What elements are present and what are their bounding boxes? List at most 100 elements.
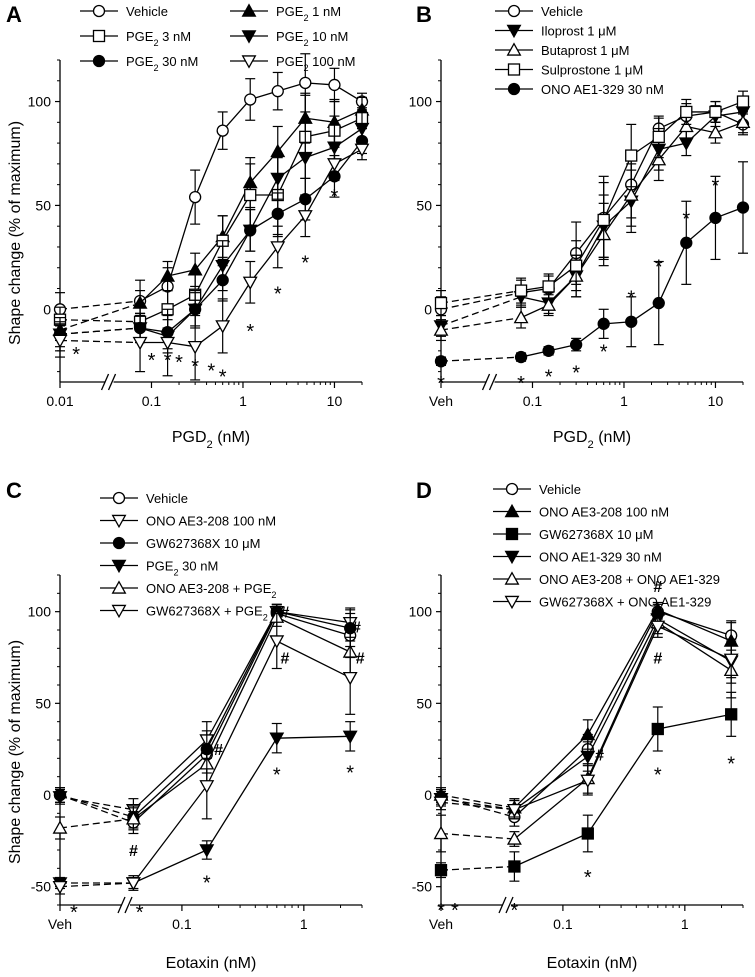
series-0: [53, 605, 357, 835]
significance-hash: #: [214, 742, 223, 759]
panel-A: A 0 50 100 0.01 0.1 1 10 Shape change (% of maxi…: [6, 2, 370, 451]
data-point: [581, 827, 594, 840]
significance-star: *: [451, 900, 459, 922]
data-point: [736, 201, 750, 214]
legend-marker: [241, 3, 257, 17]
axis-break-mark: [100, 373, 110, 391]
data-point: [625, 149, 638, 162]
series-line-break: [59, 327, 141, 335]
y-tick-label: 50: [416, 197, 432, 213]
significance-hash: #: [129, 843, 138, 860]
y-tick-label: 50: [416, 695, 432, 711]
legend-label: ONO AE3-208 + ONO AE1-329: [539, 572, 720, 587]
x-tick-label: 0.1: [553, 916, 573, 932]
series-5: [52, 612, 358, 895]
significance-hash: #: [653, 579, 662, 596]
series-line: [514, 618, 732, 811]
data-point: [187, 340, 203, 355]
legend-label: PGE2 1 nM: [276, 4, 341, 23]
data-point: [354, 143, 370, 157]
significance-hash: #: [653, 651, 662, 668]
significance-hash: #: [352, 619, 361, 636]
data-point: [680, 105, 693, 119]
y-axis-label: Shape change (% of maximum): [7, 121, 24, 345]
significance-star: *: [148, 350, 156, 372]
x-tick-label: Veh: [429, 393, 453, 409]
significance-star: *: [600, 342, 608, 364]
x-tick-label: 0.1: [172, 916, 192, 932]
panel-letter-B: B: [416, 2, 432, 27]
legend-marker: [506, 42, 522, 56]
x-tick-label: 10: [327, 393, 343, 409]
significance-star: *: [712, 175, 720, 197]
series-line: [520, 111, 744, 304]
data-point: [542, 280, 555, 293]
significance-star: *: [164, 350, 172, 372]
series-2: [433, 111, 751, 342]
data-point: [434, 864, 448, 877]
legend: Vehicle ONO AE3-208 100 nM GW627368X 10 μM…: [493, 482, 720, 610]
x-axis-label: PGD2 (nM): [553, 429, 631, 451]
significance-star: *: [346, 763, 354, 785]
data-point: [680, 236, 693, 249]
legend-marker: [111, 580, 127, 594]
significance-star: *: [511, 900, 519, 922]
data-point: [651, 152, 667, 166]
significance-star: *: [246, 321, 254, 343]
legend: Vehicle ONO AE3-208 100 nM GW627368X 10 μM…: [100, 491, 276, 623]
legend-label: ONO AE1-329 30 nM: [541, 82, 664, 97]
data-point: [434, 355, 448, 368]
legend-label: PGE2 100 nM: [276, 54, 356, 73]
axis-break-mark: [481, 373, 491, 391]
axis-break-mark: [117, 896, 126, 914]
series-line: [132, 612, 351, 823]
series-line: [133, 735, 351, 884]
legend-label: PGE2 30 nM: [146, 559, 218, 578]
data-point: [244, 188, 257, 202]
legend-marker: [111, 559, 127, 574]
x-tick-label: 1: [681, 916, 689, 932]
data-point: [513, 309, 529, 324]
legend-label: GW627368X + PGE2: [146, 604, 268, 623]
x-tick-label: 0.1: [523, 393, 543, 409]
data-point: [434, 296, 448, 310]
series-line-break: [440, 316, 522, 331]
legend: Vehicle Iloprost 1 μM Butaprost 1 μM Sulpro…: [495, 4, 664, 97]
significance-star: *: [655, 257, 663, 279]
series-line-break: [59, 300, 141, 310]
data-point: [160, 336, 176, 351]
legend-marker: [112, 536, 126, 550]
data-point: [508, 860, 521, 873]
y-tick-label: 0: [424, 787, 432, 803]
legend-marker: [507, 82, 521, 96]
legend-label: Vehicle: [539, 482, 581, 497]
significance-star: *: [682, 209, 690, 231]
legend-marker: [504, 503, 520, 518]
series-line-break: [440, 296, 522, 327]
significance-star: *: [70, 902, 78, 924]
significance-hash: #: [595, 748, 604, 765]
data-point: [297, 210, 313, 224]
significance-star: *: [274, 284, 282, 306]
significance-star: *: [727, 753, 735, 775]
panel-letter-C: C: [6, 478, 22, 503]
data-point: [708, 125, 723, 139]
significance-star: *: [207, 360, 215, 382]
data-point: [506, 831, 522, 845]
data-point: [541, 297, 557, 311]
series-line: [513, 609, 732, 809]
series-line-break: [440, 292, 522, 310]
significance-star: *: [136, 902, 144, 924]
series-line-break: [59, 818, 134, 829]
data-point: [242, 276, 258, 290]
data-point: [52, 334, 68, 349]
series-line-break: [440, 801, 515, 811]
x-axis-label: Eotaxin (nM): [166, 955, 257, 972]
significance-star: *: [72, 344, 80, 366]
y-tick-label: 100: [409, 604, 433, 620]
x-tick-label: 1: [300, 916, 308, 932]
series-5: [433, 614, 739, 820]
data-point: [216, 124, 229, 137]
x-axis-label: Eotaxin (nM): [547, 955, 638, 972]
data-point: [652, 130, 665, 144]
